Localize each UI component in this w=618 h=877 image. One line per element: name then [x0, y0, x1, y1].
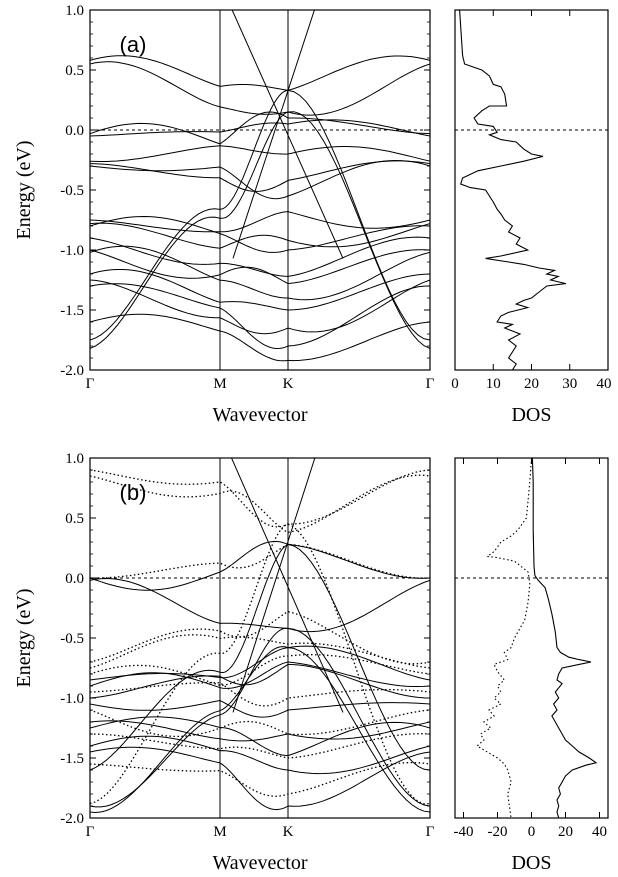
y-tick-label: 0.0 — [65, 571, 84, 587]
y-tick-label: 1.0 — [65, 451, 84, 467]
dirac-cone-line — [230, 458, 344, 713]
y-axis-label: Energy (eV) — [13, 140, 35, 239]
dos-lines — [459, 10, 567, 370]
y-tick-label: -0.5 — [60, 183, 84, 199]
band-line — [90, 211, 430, 233]
band-line — [90, 222, 430, 249]
k-point-label: Γ — [426, 376, 435, 392]
band-line — [90, 249, 430, 285]
dos-curve — [459, 10, 567, 370]
band-line-dotted — [90, 523, 430, 805]
dos-x-tick-label: 40 — [597, 376, 612, 392]
dirac-cone-line — [232, 10, 315, 259]
band-line — [90, 541, 430, 591]
band-line-dotted — [90, 543, 430, 579]
band-line-dotted — [90, 610, 430, 665]
dos-axis-label: DOS — [511, 404, 551, 426]
band-line — [90, 283, 430, 350]
y-tick-label: 0.0 — [65, 123, 84, 139]
band-lines — [90, 458, 430, 814]
k-point-label: K — [283, 824, 294, 840]
k-point-label: Γ — [86, 824, 95, 840]
panel-a: 1.00.50.0-0.5-1.0-1.5-2.0Γ M K ΓWavevectorE… — [13, 3, 612, 426]
dos-x-tick-label: 20 — [558, 824, 573, 840]
band-line — [90, 577, 430, 633]
band-line — [90, 61, 430, 116]
band-line — [90, 159, 430, 200]
band-line-dotted — [90, 709, 430, 738]
band-line — [90, 89, 430, 341]
band-line — [90, 111, 430, 145]
band-line — [90, 627, 430, 808]
band-line-dotted — [90, 469, 430, 528]
y-tick-label: -2.0 — [60, 363, 84, 379]
band-line — [90, 279, 430, 335]
dos-x-tick-label: -40 — [454, 824, 474, 840]
band-line — [90, 746, 430, 811]
dos-curve-dotted — [476, 458, 533, 818]
dos-x-tick-label: 10 — [486, 376, 501, 392]
band-line — [90, 646, 430, 814]
k-point-label: M — [213, 824, 226, 840]
band-line-dotted — [90, 654, 430, 687]
band-line-dotted — [90, 634, 430, 669]
band-line — [90, 543, 430, 771]
y-tick-label: -1.0 — [60, 691, 84, 707]
band-line-dotted — [90, 733, 430, 759]
band-line — [90, 55, 430, 91]
band-line — [90, 699, 430, 718]
dos-lines — [476, 458, 598, 818]
dos-plot-frame — [454, 9, 609, 371]
band-line — [90, 145, 430, 162]
band-line — [90, 236, 430, 277]
band-line — [90, 720, 430, 742]
band-line — [90, 716, 430, 757]
k-point-label: K — [283, 376, 294, 392]
dos-x-tick-label: 0 — [528, 824, 536, 840]
dos-x-tick-label: 20 — [524, 376, 539, 392]
band-line-dotted — [90, 761, 430, 797]
dos-plot-frame — [454, 457, 609, 819]
band-plot-frame — [89, 9, 431, 371]
band-line — [90, 245, 430, 301]
y-tick-label: -0.5 — [60, 631, 84, 647]
panel-label: (a) — [120, 32, 147, 57]
y-tick-label: -1.5 — [60, 303, 84, 319]
band-line — [90, 663, 430, 699]
dos-axis-label: DOS — [511, 852, 551, 874]
band-lines — [90, 10, 430, 362]
band-line — [90, 111, 430, 349]
panel-b: 1.00.50.0-0.5-1.0-1.5-2.0Γ M K ΓWavevectorE… — [13, 451, 609, 874]
k-point-label: M — [213, 376, 226, 392]
x-axis-label: Wavevector — [213, 852, 308, 874]
y-axis-label: Energy (eV) — [13, 588, 35, 687]
dirac-cone-line — [232, 458, 316, 713]
y-tick-label: 0.5 — [65, 63, 84, 79]
dos-x-tick-label: 40 — [592, 824, 607, 840]
y-tick-label: 1.0 — [65, 3, 84, 19]
dirac-cone-line — [231, 10, 344, 259]
y-tick-label: -2.0 — [60, 811, 84, 827]
k-point-label: Γ — [86, 376, 95, 392]
band-line — [90, 119, 430, 137]
dos-x-tick-label: -20 — [488, 824, 508, 840]
dos-curve — [531, 458, 598, 818]
band-line — [90, 735, 430, 775]
y-tick-label: -1.5 — [60, 751, 84, 767]
panel-label: (b) — [120, 480, 147, 505]
band-line-dotted — [90, 682, 430, 707]
band-line — [90, 313, 430, 362]
k-point-label: Γ — [426, 824, 435, 840]
band-line — [90, 269, 430, 311]
dos-x-tick-label: 30 — [562, 376, 577, 392]
band-line — [90, 661, 430, 689]
dos-x-tick-label: 0 — [451, 376, 459, 392]
x-axis-label: Wavevector — [213, 404, 308, 426]
y-tick-label: -1.0 — [60, 243, 84, 259]
y-tick-label: 0.5 — [65, 511, 84, 527]
band-line — [90, 215, 430, 253]
band-line — [90, 645, 430, 681]
